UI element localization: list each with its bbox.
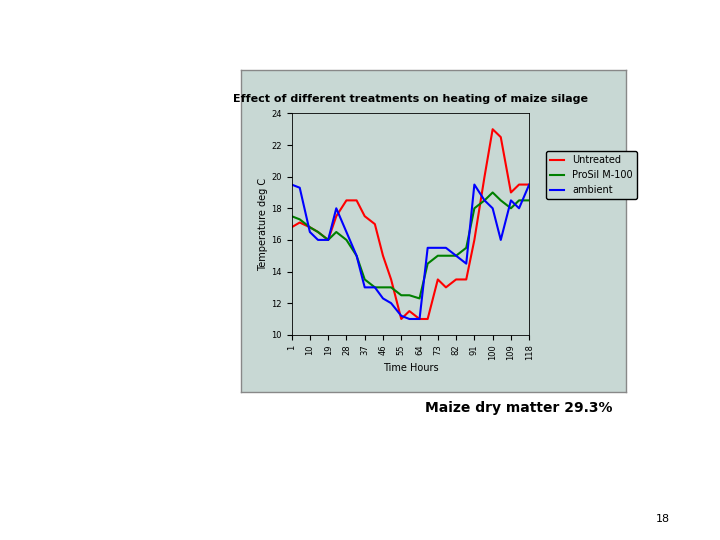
ProSil M-100 (451, 253, 460, 259)
ambient (451, 253, 460, 259)
ambient (287, 181, 296, 188)
ambient (314, 237, 323, 243)
Legend: Untreated, ProSil M-100, ambient: Untreated, ProSil M-100, ambient (546, 152, 636, 199)
Line: Untreated: Untreated (292, 129, 529, 319)
ambient (423, 245, 432, 251)
ambient (488, 205, 497, 212)
ProSil M-100 (295, 216, 304, 222)
ambient (515, 205, 523, 212)
ProSil M-100 (423, 260, 432, 267)
Untreated (415, 316, 424, 322)
ambient (295, 185, 304, 191)
Untreated (324, 237, 333, 243)
ambient (525, 181, 534, 188)
ambient (371, 284, 379, 291)
Untreated (352, 197, 361, 204)
Untreated (342, 197, 351, 204)
ambient (441, 245, 450, 251)
ProSil M-100 (387, 284, 395, 291)
Text: 18: 18 (655, 514, 670, 524)
ProSil M-100 (470, 205, 479, 212)
ProSil M-100 (352, 253, 361, 259)
ambient (470, 181, 479, 188)
Y-axis label: Temperature deg C: Temperature deg C (258, 178, 269, 271)
Untreated (287, 224, 296, 231)
ambient (332, 205, 341, 212)
ProSil M-100 (462, 245, 471, 251)
ProSil M-100 (397, 292, 405, 299)
ProSil M-100 (497, 197, 505, 204)
Untreated (480, 173, 489, 180)
ProSil M-100 (480, 197, 489, 204)
Untreated (314, 229, 323, 235)
X-axis label: Time Hours: Time Hours (382, 363, 438, 373)
Untreated (488, 126, 497, 132)
ambient (497, 237, 505, 243)
Untreated (295, 219, 304, 226)
ambient (324, 237, 333, 243)
ambient (305, 229, 314, 235)
ambient (397, 313, 405, 319)
Untreated (423, 316, 432, 322)
ambient (507, 197, 516, 204)
ambient (433, 245, 442, 251)
Untreated (525, 181, 534, 188)
ambient (462, 260, 471, 267)
ProSil M-100 (371, 284, 379, 291)
Untreated (507, 189, 516, 195)
Untreated (305, 224, 314, 231)
Line: ProSil M-100: ProSil M-100 (292, 192, 529, 299)
ProSil M-100 (415, 295, 424, 302)
ambient (387, 300, 395, 306)
Text: Effect of different treatments on heating of maize silage: Effect of different treatments on heatin… (233, 94, 588, 104)
ProSil M-100 (379, 284, 387, 291)
Untreated (371, 221, 379, 227)
ProSil M-100 (342, 237, 351, 243)
ProSil M-100 (361, 276, 369, 282)
ambient (415, 316, 424, 322)
ProSil M-100 (525, 197, 534, 204)
Text: Maize dry matter 29.3%: Maize dry matter 29.3% (425, 401, 612, 415)
Untreated (470, 237, 479, 243)
Untreated (497, 134, 505, 140)
ProSil M-100 (305, 224, 314, 231)
ProSil M-100 (332, 229, 341, 235)
ProSil M-100 (507, 205, 516, 212)
ambient (480, 197, 489, 204)
ambient (342, 229, 351, 235)
ProSil M-100 (515, 197, 523, 204)
Untreated (441, 284, 450, 291)
Untreated (433, 276, 442, 282)
ProSil M-100 (405, 292, 414, 299)
Untreated (515, 181, 523, 188)
ProSil M-100 (441, 253, 450, 259)
ambient (379, 295, 387, 302)
ProSil M-100 (488, 189, 497, 195)
Untreated (451, 276, 460, 282)
Untreated (462, 276, 471, 282)
Untreated (332, 213, 341, 219)
ProSil M-100 (324, 237, 333, 243)
ambient (405, 316, 414, 322)
ProSil M-100 (433, 253, 442, 259)
ambient (361, 284, 369, 291)
ambient (352, 253, 361, 259)
Untreated (379, 253, 387, 259)
ProSil M-100 (287, 213, 296, 219)
Untreated (387, 276, 395, 282)
Line: ambient: ambient (292, 185, 529, 319)
Untreated (405, 308, 414, 314)
Untreated (397, 316, 405, 322)
Untreated (361, 213, 369, 219)
ProSil M-100 (314, 229, 323, 235)
